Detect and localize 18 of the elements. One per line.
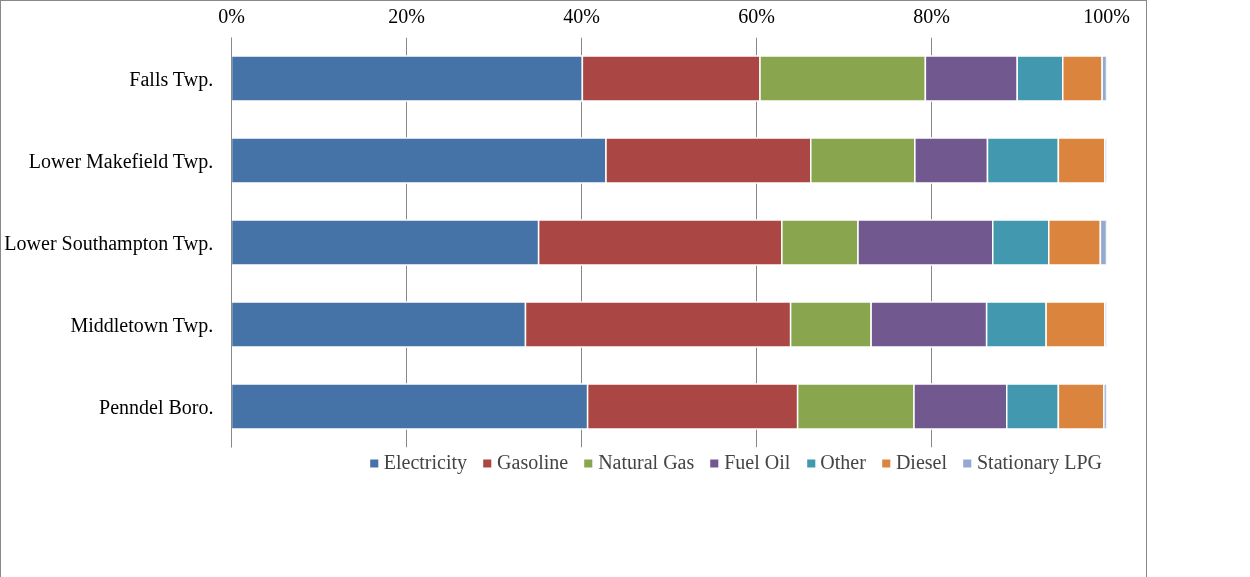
- x-tick-label: 0%: [218, 4, 245, 27]
- y-tick-label: Middletown Twp.: [70, 313, 214, 337]
- x-tick-label: 80%: [913, 4, 950, 27]
- legend-label: Electricity: [383, 451, 468, 474]
- x-tick-label: 60%: [738, 4, 775, 27]
- legend-label: Gasoline: [497, 451, 569, 474]
- y-tick-label: Penndel Boro.: [99, 395, 214, 418]
- y-tick-label: Lower Southampton Twp.: [4, 231, 214, 255]
- legend-label: Stationary LPG: [977, 451, 1102, 474]
- x-tick-label: 40%: [563, 4, 600, 27]
- x-tick-label: 100%: [1083, 4, 1130, 27]
- x-tick-label: 20%: [388, 4, 425, 27]
- y-tick-label: Lower Makefield Twp.: [28, 149, 214, 173]
- legend-label: Natural Gas: [598, 451, 695, 474]
- y-tick-label: Falls Twp.: [129, 67, 214, 91]
- legend-label: Fuel Oil: [724, 451, 791, 474]
- legend-label: Other: [820, 451, 866, 474]
- legend-label: Diesel: [895, 451, 947, 474]
